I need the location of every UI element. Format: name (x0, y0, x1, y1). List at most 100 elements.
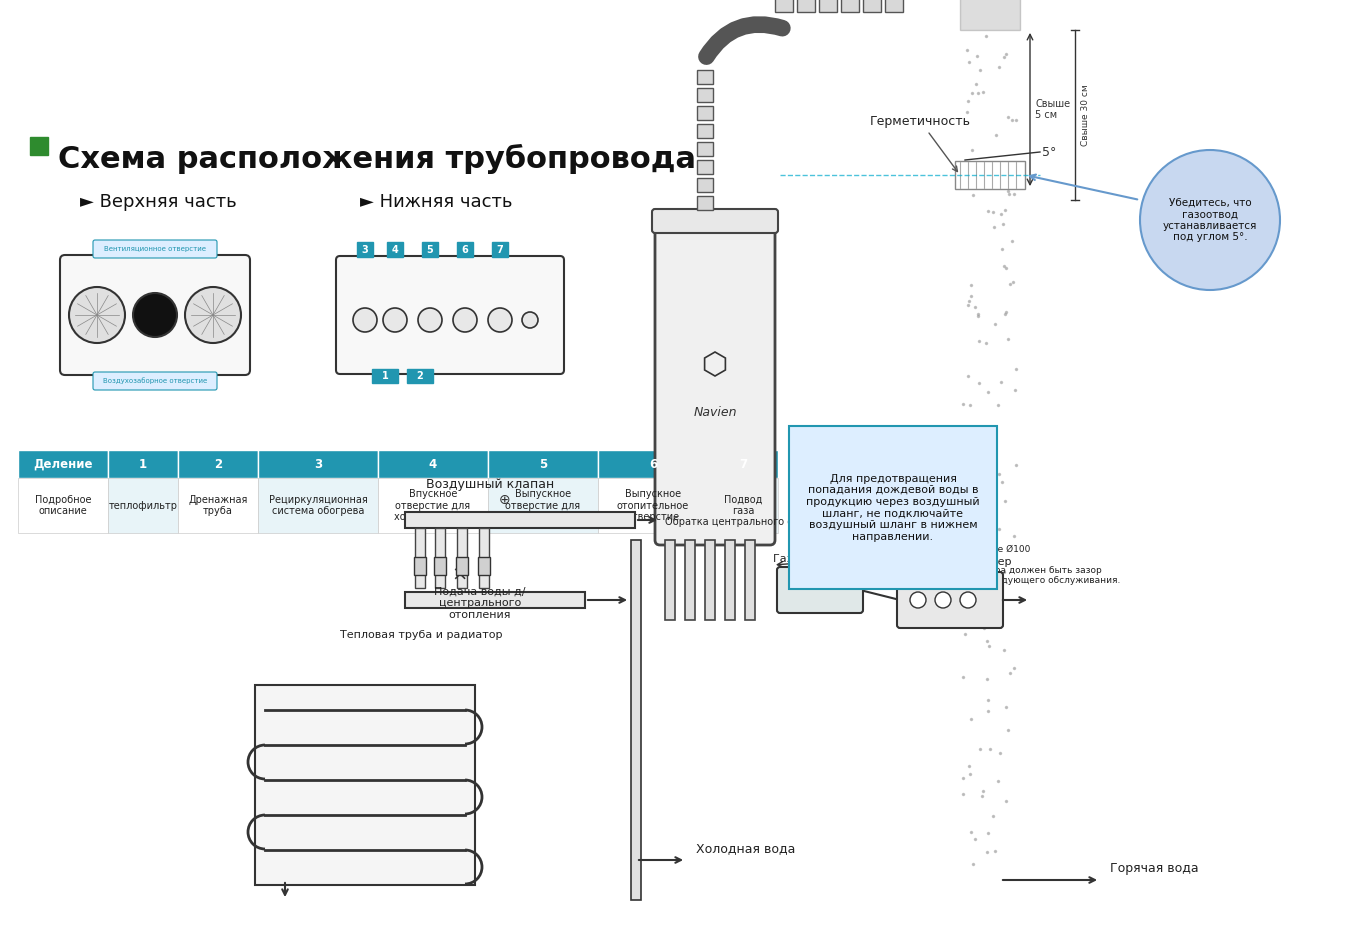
Bar (457, 528, 467, 588)
Text: Газовый расходомер: Газовый расходомер (889, 557, 1012, 567)
Bar (30, 137, 49, 155)
Text: Вентиляционное отверстие: Вентиляционное отверстие (104, 246, 206, 252)
Bar (488, 450, 598, 478)
Text: Вентиляционное отверстие Ø100
(рекомендовано)
* С правой стороны бойлера должен : Вентиляционное отверстие Ø100 (рекомендо… (870, 545, 1121, 585)
Text: Холодная вода: Холодная вода (696, 842, 796, 855)
FancyBboxPatch shape (777, 567, 863, 613)
Text: Воздухозаборное отверстие: Воздухозаборное отверстие (103, 377, 208, 385)
Circle shape (935, 592, 951, 608)
Bar (697, 178, 714, 192)
Circle shape (488, 308, 513, 332)
Text: 1: 1 (382, 371, 389, 381)
Text: 1: 1 (139, 457, 147, 470)
Text: 2: 2 (417, 371, 424, 381)
Bar (885, 0, 902, 12)
FancyBboxPatch shape (357, 242, 374, 257)
Bar (960, 0, 1020, 30)
Bar (819, 0, 836, 12)
Circle shape (69, 287, 125, 343)
Circle shape (1140, 150, 1280, 290)
Bar (685, 540, 695, 620)
Bar (863, 0, 881, 12)
FancyBboxPatch shape (93, 372, 217, 390)
Circle shape (134, 293, 177, 337)
Bar (18, 478, 108, 533)
Text: 6: 6 (461, 245, 468, 254)
Text: 7: 7 (496, 245, 503, 254)
Text: Газовый клапан: Газовый клапан (773, 554, 867, 564)
Bar (434, 528, 445, 588)
Text: ×: × (452, 566, 468, 584)
Text: Подвод
газа: Подвод газа (724, 495, 762, 517)
Text: Воздушный клапан: Воздушный клапан (426, 478, 554, 491)
Circle shape (960, 592, 975, 608)
FancyBboxPatch shape (422, 242, 438, 257)
Text: Выпускное
отверстие для
горячей воды: Выпускное отверстие для горячей воды (506, 489, 580, 522)
Bar (18, 450, 108, 478)
Text: теплофильтр: теплофильтр (108, 501, 178, 511)
Text: ⊕: ⊕ (499, 493, 511, 507)
Bar (108, 450, 178, 478)
Bar (456, 557, 468, 575)
Text: Дренажная
труба: Дренажная труба (189, 495, 248, 517)
Bar (258, 450, 378, 478)
Text: 5: 5 (538, 457, 548, 470)
Bar (706, 540, 715, 620)
FancyBboxPatch shape (59, 255, 250, 375)
Text: Для предотвращения
попадания дождевой воды в
продукцию через воздушный
шланг, не: Для предотвращения попадания дождевой во… (807, 473, 979, 541)
Circle shape (418, 308, 442, 332)
Bar (378, 478, 488, 533)
Text: Горячая вода: Горячая вода (1110, 862, 1199, 875)
FancyBboxPatch shape (457, 242, 473, 257)
Bar (405, 512, 635, 528)
Text: 5: 5 (426, 245, 433, 254)
Circle shape (911, 592, 925, 608)
Bar (478, 557, 490, 575)
FancyBboxPatch shape (407, 369, 433, 383)
Circle shape (185, 287, 241, 343)
Bar (405, 592, 585, 608)
Bar (414, 557, 426, 575)
Circle shape (353, 308, 376, 332)
FancyBboxPatch shape (789, 426, 997, 589)
Text: Деление: Деление (34, 457, 93, 470)
FancyBboxPatch shape (897, 572, 1004, 628)
Circle shape (453, 308, 478, 332)
Circle shape (383, 308, 407, 332)
Bar (697, 196, 714, 210)
Text: 4: 4 (429, 457, 437, 470)
Bar (598, 478, 708, 533)
Bar (955, 161, 1025, 189)
Bar (840, 0, 859, 12)
Bar (745, 540, 755, 620)
FancyBboxPatch shape (336, 256, 564, 374)
Bar (697, 160, 714, 174)
Text: Убедитесь, что
газоотвод
устанавливается
под углом 5°.: Убедитесь, что газоотвод устанавливается… (1163, 198, 1257, 243)
Bar (697, 70, 714, 84)
Polygon shape (704, 352, 726, 376)
Text: Подача воды д/
центрального
отопления: Подача воды д/ центрального отопления (434, 587, 526, 620)
Bar (697, 106, 714, 120)
Text: Впускное
отверстие для
холодной воды: Впускное отверстие для холодной воды (394, 489, 472, 522)
Text: 3: 3 (362, 245, 368, 254)
Text: Схема расположения трубопровода: Схема расположения трубопровода (58, 144, 696, 174)
Text: ► Верхняя часть: ► Верхняя часть (80, 193, 237, 211)
Bar (631, 540, 641, 900)
Text: Подробное
описание: Подробное описание (35, 495, 92, 517)
Bar (697, 124, 714, 138)
Text: Герметичность: Герметичность (870, 115, 971, 171)
FancyBboxPatch shape (656, 215, 774, 545)
Bar (378, 450, 488, 478)
Text: 5°: 5° (1041, 146, 1056, 159)
Text: 6: 6 (649, 457, 657, 470)
Bar (665, 540, 674, 620)
FancyBboxPatch shape (492, 242, 509, 257)
Bar (774, 0, 793, 12)
Text: Свыше
5 см: Свыше 5 см (1035, 99, 1070, 120)
Bar (797, 0, 815, 12)
Text: 7: 7 (739, 457, 747, 470)
Bar (724, 540, 735, 620)
Bar (598, 450, 708, 478)
Text: Рециркуляционная
система обогрева: Рециркуляционная система обогрева (268, 495, 367, 517)
Text: Выпускное
отопительное
отверстие: Выпускное отопительное отверстие (616, 489, 689, 522)
